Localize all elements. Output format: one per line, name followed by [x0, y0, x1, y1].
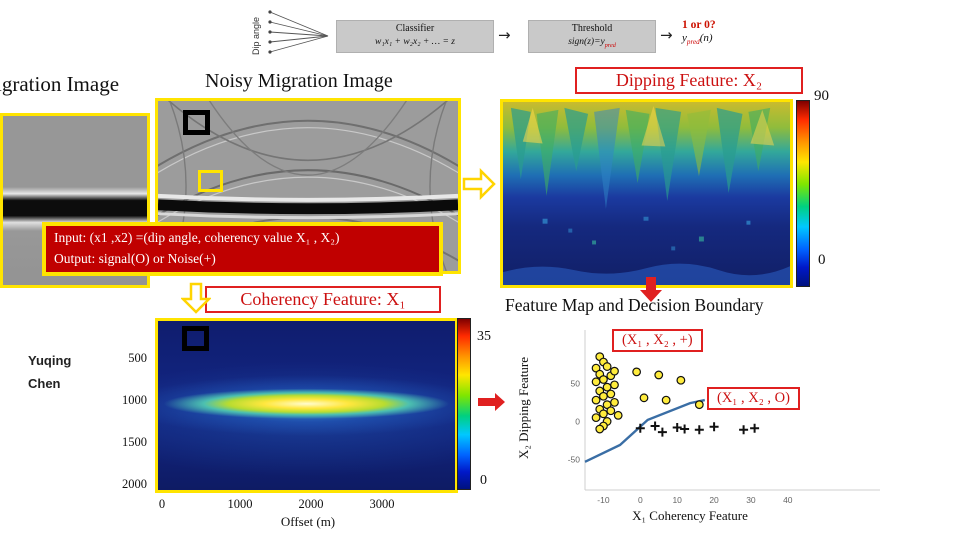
threshold-formula: sign(z)=ypred: [529, 36, 655, 51]
noisy-image-title: Noisy Migration Image: [205, 70, 393, 92]
feature-map-xlabel: X₁ Coherency Feature: [632, 508, 748, 523]
svg-text:40: 40: [783, 495, 793, 505]
threshold-box: Threshold sign(z)=ypred: [528, 20, 656, 53]
legend-plus-label: (X₁ , X₂ , +): [612, 329, 703, 352]
highlight-box-1: [183, 110, 210, 135]
output-question: 1 or 0?: [682, 19, 716, 31]
coherency-ytick-1500: 1500: [122, 435, 147, 449]
output-var-sub: pred: [686, 38, 700, 47]
coherency-ytick-2000: 2000: [122, 477, 147, 491]
coherency-xtick-3000: 3000: [369, 497, 395, 511]
threshold-formula-sub: pred: [604, 42, 616, 49]
svg-text:0: 0: [638, 495, 643, 505]
dipping-colorbar-min: 0: [818, 252, 826, 268]
author-first-name: Yuqing: [28, 353, 72, 368]
classifier-output: 1 or 0? ypred(n): [682, 18, 716, 48]
dipping-colorbar: [796, 100, 810, 287]
perceptron-fan-icon: [268, 10, 329, 54]
svg-text:-50: -50: [568, 455, 581, 465]
legend-circle-label: (X₁ , X₂ , O): [707, 387, 800, 410]
red-arrow-down-icon: [640, 277, 662, 302]
svg-text:50: 50: [571, 378, 581, 388]
arrow-right-icon: →: [498, 26, 511, 44]
highlight-box-3: [182, 326, 209, 351]
classifier-formula: w₁x₁ + w₂x₂ + … = z: [375, 37, 455, 47]
svg-text:10: 10: [672, 495, 682, 505]
coherency-ytick-500: 500: [128, 351, 147, 365]
coherency-ytick-1000: 1000: [122, 393, 147, 407]
input-output-box: Input: (x1 ,x2) =(dip angle, coherency v…: [42, 222, 443, 276]
svg-text:-10: -10: [597, 495, 610, 505]
output-var-prefix: y: [682, 32, 687, 45]
output-var-suffix: (n): [699, 32, 713, 45]
feature-map-plot: -10 0 10 20 30 40 50 0 -50: [568, 330, 880, 505]
coherency-colorbar: [457, 318, 471, 490]
output-line: Output: signal(O) or Noise(+): [54, 250, 216, 266]
input-line: Input: (x1 ,x2) =(dip angle, coherency v…: [54, 230, 340, 245]
migration-image-title: igration Image: [0, 72, 120, 96]
yellow-arrow-right-icon: [462, 168, 496, 200]
output-variable: ypred(n): [682, 32, 716, 47]
coherency-xtick-1000: 1000: [227, 497, 253, 511]
threshold-formula-prefix: sign(z)=y: [568, 37, 605, 47]
svg-text:20: 20: [709, 495, 719, 505]
arrow-right-icon: →: [660, 26, 673, 44]
offset-axis-label: Offset (m): [280, 514, 336, 529]
coherency-colorbar-max: 35: [477, 329, 491, 344]
dip-angle-label: Dip angle: [251, 16, 261, 55]
yellow-arrow-down-icon: [181, 282, 211, 314]
coherency-xtick-0: 0: [158, 497, 166, 511]
author-last-name: Chen: [28, 375, 61, 391]
dipping-feature-image: [500, 99, 793, 288]
svg-text:30: 30: [746, 495, 756, 505]
dipping-colorbar-max: 90: [814, 88, 829, 104]
classifier-box: Classifier w₁x₁ + w₂x₂ + … = z: [336, 20, 494, 53]
author-name: Yuqing Chen: [28, 350, 71, 396]
coherency-feature-label: Coherency Feature: X₁: [205, 286, 441, 313]
svg-text:0: 0: [575, 416, 580, 426]
coherency-colorbar-min: 0: [480, 473, 487, 488]
threshold-label: Threshold: [571, 23, 613, 34]
feature-map-ylabel: X₂ Dipping Feature: [516, 357, 531, 460]
feature-map-title: Feature Map and Decision Boundary: [505, 295, 764, 315]
coherency-xtick-2000: 2000: [298, 497, 324, 511]
dipping-feature-label: Dipping Feature: X₂: [575, 67, 803, 94]
red-arrow-right-icon: [478, 393, 505, 411]
highlight-box-2: [198, 170, 223, 192]
classifier-label: Classifier: [395, 23, 435, 34]
